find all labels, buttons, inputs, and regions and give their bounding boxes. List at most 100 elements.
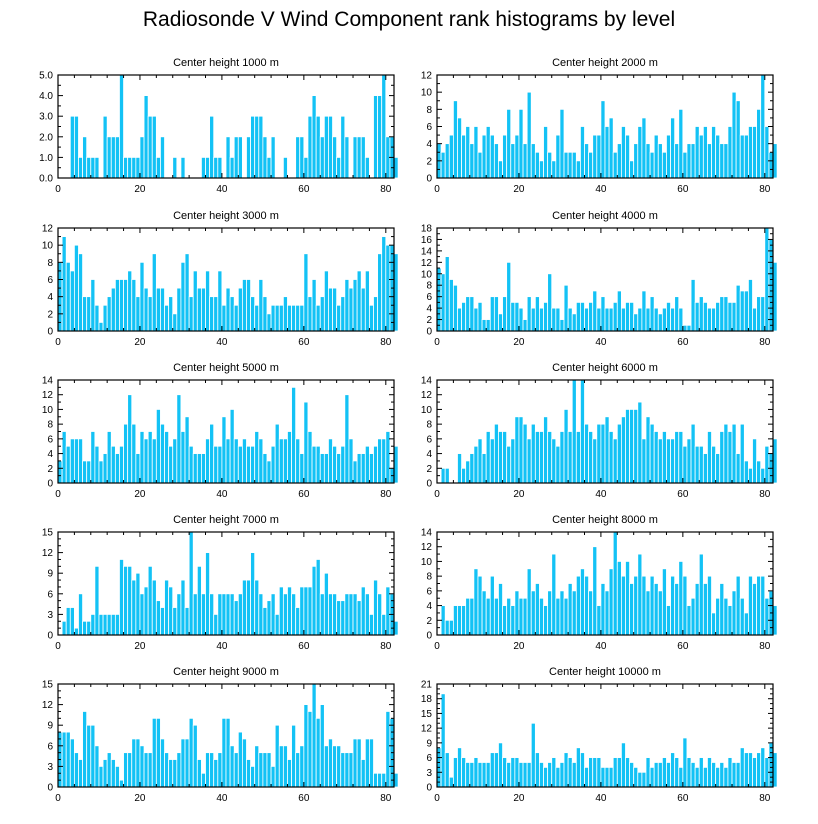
bar [69, 270, 75, 332]
bar [743, 290, 749, 332]
bar [534, 151, 540, 179]
bar [661, 431, 667, 484]
bar [332, 745, 338, 788]
bar [694, 301, 700, 332]
bar [295, 136, 301, 179]
bar [155, 157, 161, 179]
histogram-svg: Center height 4000 m 0 20 40 60 80 02468101214… [421, 210, 778, 348]
bar [352, 136, 358, 179]
bar [739, 134, 745, 179]
bar [526, 296, 532, 332]
bar [205, 157, 211, 179]
bar [559, 431, 565, 484]
histogram-panel-7: Center height 7000 m 0 20 40 60 80 0 3 6 9 12 15 [24, 504, 406, 659]
bar [131, 157, 137, 179]
bar [530, 423, 536, 484]
bar [551, 307, 557, 332]
bar [188, 717, 194, 788]
bar-group [61, 531, 399, 636]
bar [444, 256, 450, 332]
bar [588, 431, 594, 484]
bar [633, 409, 639, 484]
bar [510, 757, 516, 788]
x-tick-label: 0 [434, 337, 440, 348]
bar [547, 273, 553, 332]
bar [348, 593, 354, 636]
y-tick-label: 4 [426, 139, 432, 150]
bar [213, 445, 219, 484]
bar [381, 772, 387, 788]
bar [547, 431, 553, 484]
x-tick-label: 40 [216, 793, 228, 804]
bar [739, 290, 745, 332]
bar [274, 423, 280, 484]
y-tick-label: 0.0 [39, 174, 53, 185]
plot-frame [436, 683, 774, 788]
bar [575, 575, 581, 636]
panel-title: Center height 7000 m [173, 514, 279, 526]
bar [440, 273, 446, 332]
bar [270, 445, 276, 484]
bar [584, 575, 590, 636]
x-tick-label: 40 [216, 489, 228, 500]
panel-title: Center height 4000 m [552, 210, 658, 222]
bar [381, 438, 387, 484]
bar [360, 287, 366, 332]
x-tick-label: 60 [677, 184, 689, 195]
bar [612, 301, 618, 332]
bar [600, 296, 606, 332]
bar [172, 313, 178, 332]
bar [637, 401, 643, 484]
x-tick-label: 20 [513, 184, 525, 195]
x-tick-label: 20 [134, 641, 146, 652]
bar [547, 590, 553, 636]
bar [657, 313, 663, 332]
bar [448, 279, 454, 332]
bar [229, 157, 235, 179]
bar [352, 279, 358, 332]
bar [246, 136, 251, 179]
bar [698, 134, 704, 179]
bar [522, 762, 528, 788]
bar [723, 143, 729, 179]
x-tick-label: 20 [513, 793, 525, 804]
bar [385, 244, 391, 332]
bar [575, 431, 581, 484]
y-tick-label: 9 [426, 738, 432, 749]
bar [282, 296, 288, 332]
bar [139, 431, 145, 484]
x-tick-label: 60 [298, 489, 310, 500]
tick-marks [57, 379, 394, 484]
histogram-svg: Center height 10000 m 0 20 40 60 80 0 3 6 9 12 15 18… [421, 666, 778, 804]
x-tick-label: 40 [595, 641, 607, 652]
bar [481, 453, 487, 484]
bar [465, 762, 471, 788]
page-title: Radiosonde V Wind Component rank histogr… [142, 8, 676, 31]
bar [123, 423, 129, 484]
bar [641, 771, 647, 788]
bar [711, 612, 717, 636]
bar [356, 453, 362, 484]
bar [600, 766, 606, 788]
bar [139, 136, 145, 179]
bar [356, 270, 362, 332]
bar [580, 568, 585, 636]
bar [90, 279, 96, 332]
bar [188, 531, 194, 636]
bar [686, 438, 692, 484]
bar [526, 91, 532, 179]
bar [254, 579, 260, 636]
bar [674, 583, 680, 636]
bar [649, 575, 655, 636]
bar [571, 379, 577, 484]
bar [106, 431, 112, 484]
bar [772, 752, 778, 788]
bar [514, 301, 520, 332]
bar [282, 593, 288, 636]
bar [295, 752, 301, 788]
bar [756, 460, 762, 484]
bar [559, 762, 565, 788]
x-tick-label: 20 [134, 793, 146, 804]
bar [127, 565, 133, 636]
bar [719, 762, 725, 788]
